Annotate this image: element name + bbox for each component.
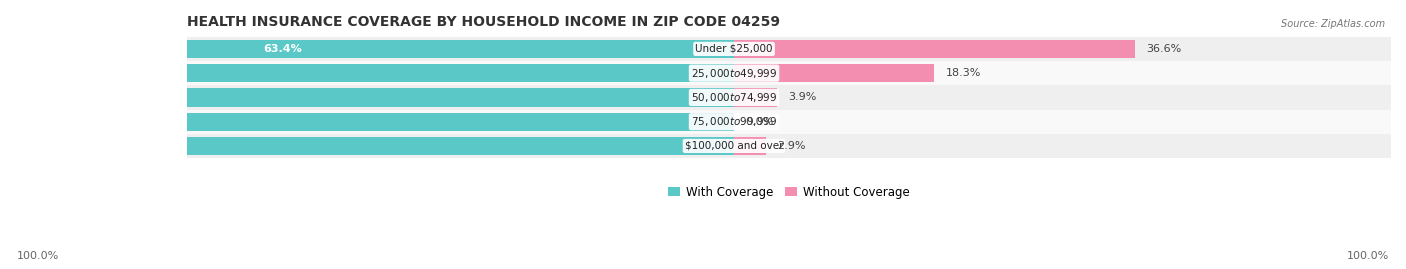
Text: $50,000 to $74,999: $50,000 to $74,999: [690, 91, 778, 104]
Text: $25,000 to $49,999: $25,000 to $49,999: [690, 67, 778, 80]
Bar: [0, 64, 734, 82]
Text: $100,000 and over: $100,000 and over: [685, 141, 783, 151]
Text: HEALTH INSURANCE COVERAGE BY HOUSEHOLD INCOME IN ZIP CODE 04259: HEALTH INSURANCE COVERAGE BY HOUSEHOLD I…: [187, 15, 779, 29]
Text: 63.4%: 63.4%: [263, 44, 302, 54]
Text: 96.1%: 96.1%: [31, 93, 69, 102]
Bar: [39, 40, 734, 58]
Text: 2.9%: 2.9%: [776, 141, 806, 151]
Bar: [187, 134, 1391, 158]
Text: Source: ZipAtlas.com: Source: ZipAtlas.com: [1281, 19, 1385, 29]
Text: 36.6%: 36.6%: [1146, 44, 1181, 54]
Bar: [187, 109, 1391, 134]
Bar: [0, 88, 734, 107]
Bar: [187, 61, 1391, 85]
Bar: [734, 88, 776, 107]
Bar: [187, 37, 1391, 61]
Bar: [187, 85, 1391, 109]
Bar: [734, 40, 1135, 58]
Text: 18.3%: 18.3%: [945, 68, 981, 78]
Text: 100.0%: 100.0%: [0, 117, 45, 127]
Legend: With Coverage, Without Coverage: With Coverage, Without Coverage: [668, 186, 910, 199]
Bar: [734, 64, 935, 82]
Text: 97.1%: 97.1%: [24, 141, 62, 151]
Bar: [0, 113, 734, 131]
Bar: [0, 137, 734, 155]
Text: 100.0%: 100.0%: [1347, 250, 1389, 261]
Text: Under $25,000: Under $25,000: [696, 44, 773, 54]
Bar: [734, 137, 766, 155]
Text: 0.0%: 0.0%: [745, 117, 773, 127]
Text: 3.9%: 3.9%: [787, 93, 815, 102]
Text: 100.0%: 100.0%: [17, 250, 59, 261]
Text: 81.7%: 81.7%: [134, 68, 172, 78]
Text: $75,000 to $99,999: $75,000 to $99,999: [690, 115, 778, 128]
